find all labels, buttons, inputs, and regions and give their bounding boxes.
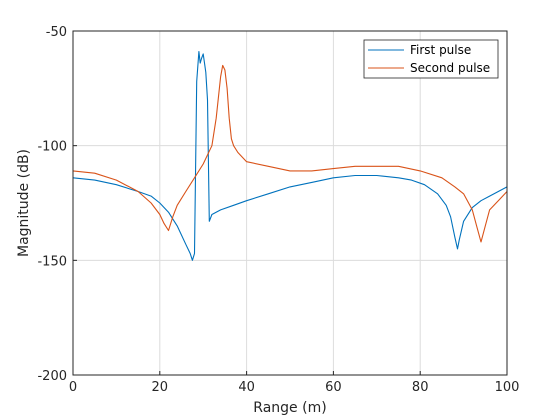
legend-label-first-pulse: First pulse — [410, 43, 471, 57]
x-tick-label: 0 — [69, 380, 77, 395]
series-group — [72, 51, 508, 261]
legend-label-second-pulse: Second pulse — [410, 61, 490, 75]
y-tick-label: -150 — [37, 254, 67, 269]
plot-area-background — [73, 31, 507, 375]
legend: First pulse Second pulse — [363, 39, 499, 79]
y-axis-title: Magnitude (dB) — [16, 149, 32, 257]
series-line-second-pulse — [72, 64, 508, 243]
tick-labels: 0 20 40 60 80 100 -200 -150 -100 -50 — [37, 25, 519, 395]
tick-marks — [72, 30, 508, 376]
x-tick-label: 60 — [325, 380, 342, 395]
x-tick-label: 20 — [152, 380, 169, 395]
axes-box — [72, 30, 508, 376]
x-tick-label: 40 — [238, 380, 255, 395]
y-tick-label: -200 — [37, 369, 67, 384]
y-tick-label: -100 — [37, 140, 67, 155]
x-axis-title: Range (m) — [253, 400, 326, 416]
x-tick-label: 80 — [412, 380, 429, 395]
y-tick-label: -50 — [46, 25, 67, 40]
series-line-first-pulse — [72, 51, 508, 261]
x-tick-label: 100 — [495, 380, 520, 395]
legend-box — [363, 39, 499, 79]
